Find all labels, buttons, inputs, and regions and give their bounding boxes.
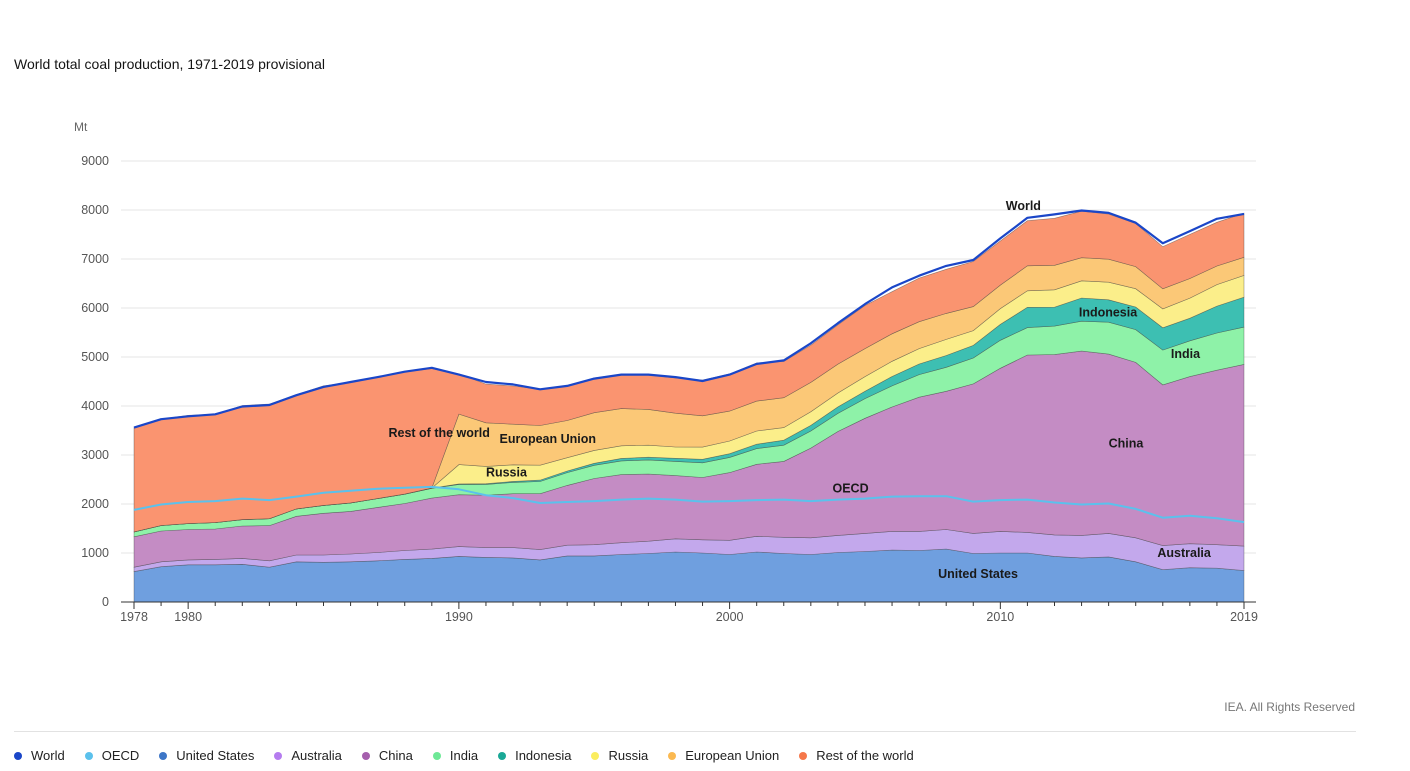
legend-item-india[interactable]: India — [432, 748, 479, 763]
credit-note: IEA. All Rights Reserved — [1224, 700, 1355, 714]
legend-label: Indonesia — [515, 748, 572, 763]
legend-dot-icon — [361, 751, 370, 760]
legend-label: European Union — [685, 748, 780, 763]
legend-dot-icon — [498, 751, 507, 760]
legend-dot-icon — [274, 751, 283, 760]
line-world[interactable] — [133, 209, 1245, 429]
legend-item-united-states[interactable]: United States — [159, 748, 254, 763]
legend-label: World — [31, 748, 65, 763]
label-oecd: OECD — [832, 482, 868, 496]
series-lines — [133, 209, 1245, 524]
legend-label: Australia — [291, 748, 342, 763]
legend-dot-icon — [668, 751, 677, 760]
legend-dot-icon — [84, 751, 93, 760]
legend-divider — [14, 731, 1356, 732]
x-tick-label-1980: 1980 — [174, 610, 202, 624]
stacked-areas — [133, 210, 1245, 603]
y-tick-label-2000: 2000 — [81, 497, 109, 511]
legend-item-australia[interactable]: Australia — [274, 748, 342, 763]
legend-item-european-union[interactable]: European Union — [668, 748, 779, 763]
legend-label: Russia — [608, 748, 649, 763]
label-australia: Australia — [1157, 546, 1212, 560]
legend-label: United States — [176, 748, 255, 763]
legend-item-china[interactable]: China — [361, 748, 413, 763]
label-world: World — [1006, 199, 1041, 213]
label-china: China — [1109, 437, 1145, 451]
legend-dot-icon — [159, 751, 168, 760]
y-tick-label-3000: 3000 — [81, 448, 109, 462]
legend-item-rest-of-the-world[interactable]: Rest of the world — [799, 748, 914, 763]
legend-label: Rest of the world — [816, 748, 914, 763]
label-united-states: United States — [938, 567, 1018, 581]
legend-dot-icon — [432, 751, 441, 760]
y-tick-label-0: 0 — [102, 595, 109, 609]
x-tick-label-2010: 2010 — [986, 610, 1014, 624]
y-tick-label-9000: 9000 — [81, 154, 109, 168]
area-labels: World Rest of the world European Union Russ… — [388, 199, 1211, 581]
x-tick-label-1990: 1990 — [445, 610, 473, 624]
label-european-union: European Union — [499, 432, 596, 446]
chart-title: World total coal production, 1971-2019 p… — [14, 56, 326, 72]
x-tick-label-2000: 2000 — [716, 610, 744, 624]
legend-item-world[interactable]: World — [14, 748, 65, 763]
x-tick-label-1978: 1978 — [120, 610, 148, 624]
label-rest-of-the-world: Rest of the world — [388, 426, 489, 440]
line-oecd[interactable] — [133, 485, 1245, 524]
axes: 0 1000 2000 3000 4000 5000 6000 7000 8000 9000 197… — [81, 154, 1258, 624]
label-india: India — [1171, 347, 1201, 361]
y-tick-label-7000: 7000 — [81, 252, 109, 266]
y-tick-label-4000: 4000 — [81, 399, 109, 413]
x-tick-label-2019: 2019 — [1230, 610, 1258, 624]
label-russia: Russia — [486, 466, 528, 480]
legend-label: OECD — [101, 748, 140, 763]
legend-item-oecd[interactable]: OECD — [84, 748, 140, 763]
legend-item-indonesia[interactable]: Indonesia — [498, 748, 571, 763]
legend-dot-icon — [591, 751, 600, 760]
legend-dot-icon — [14, 751, 22, 760]
chart-legend: World OECD United States Australia China Indi… — [14, 748, 934, 763]
y-axis-unit-label: Mt — [74, 120, 88, 134]
legend-label: China — [378, 748, 413, 763]
label-indonesia: Indonesia — [1079, 305, 1138, 319]
legend-dot-icon — [799, 751, 808, 760]
legend-item-russia[interactable]: Russia — [591, 748, 648, 763]
legend-label: India — [449, 748, 479, 763]
y-tick-label-5000: 5000 — [81, 350, 109, 364]
y-tick-label-6000: 6000 — [81, 301, 109, 315]
area-rest-of-the-world[interactable] — [133, 210, 1245, 533]
y-tick-label-1000: 1000 — [81, 546, 109, 560]
y-tick-label-8000: 8000 — [81, 203, 109, 217]
